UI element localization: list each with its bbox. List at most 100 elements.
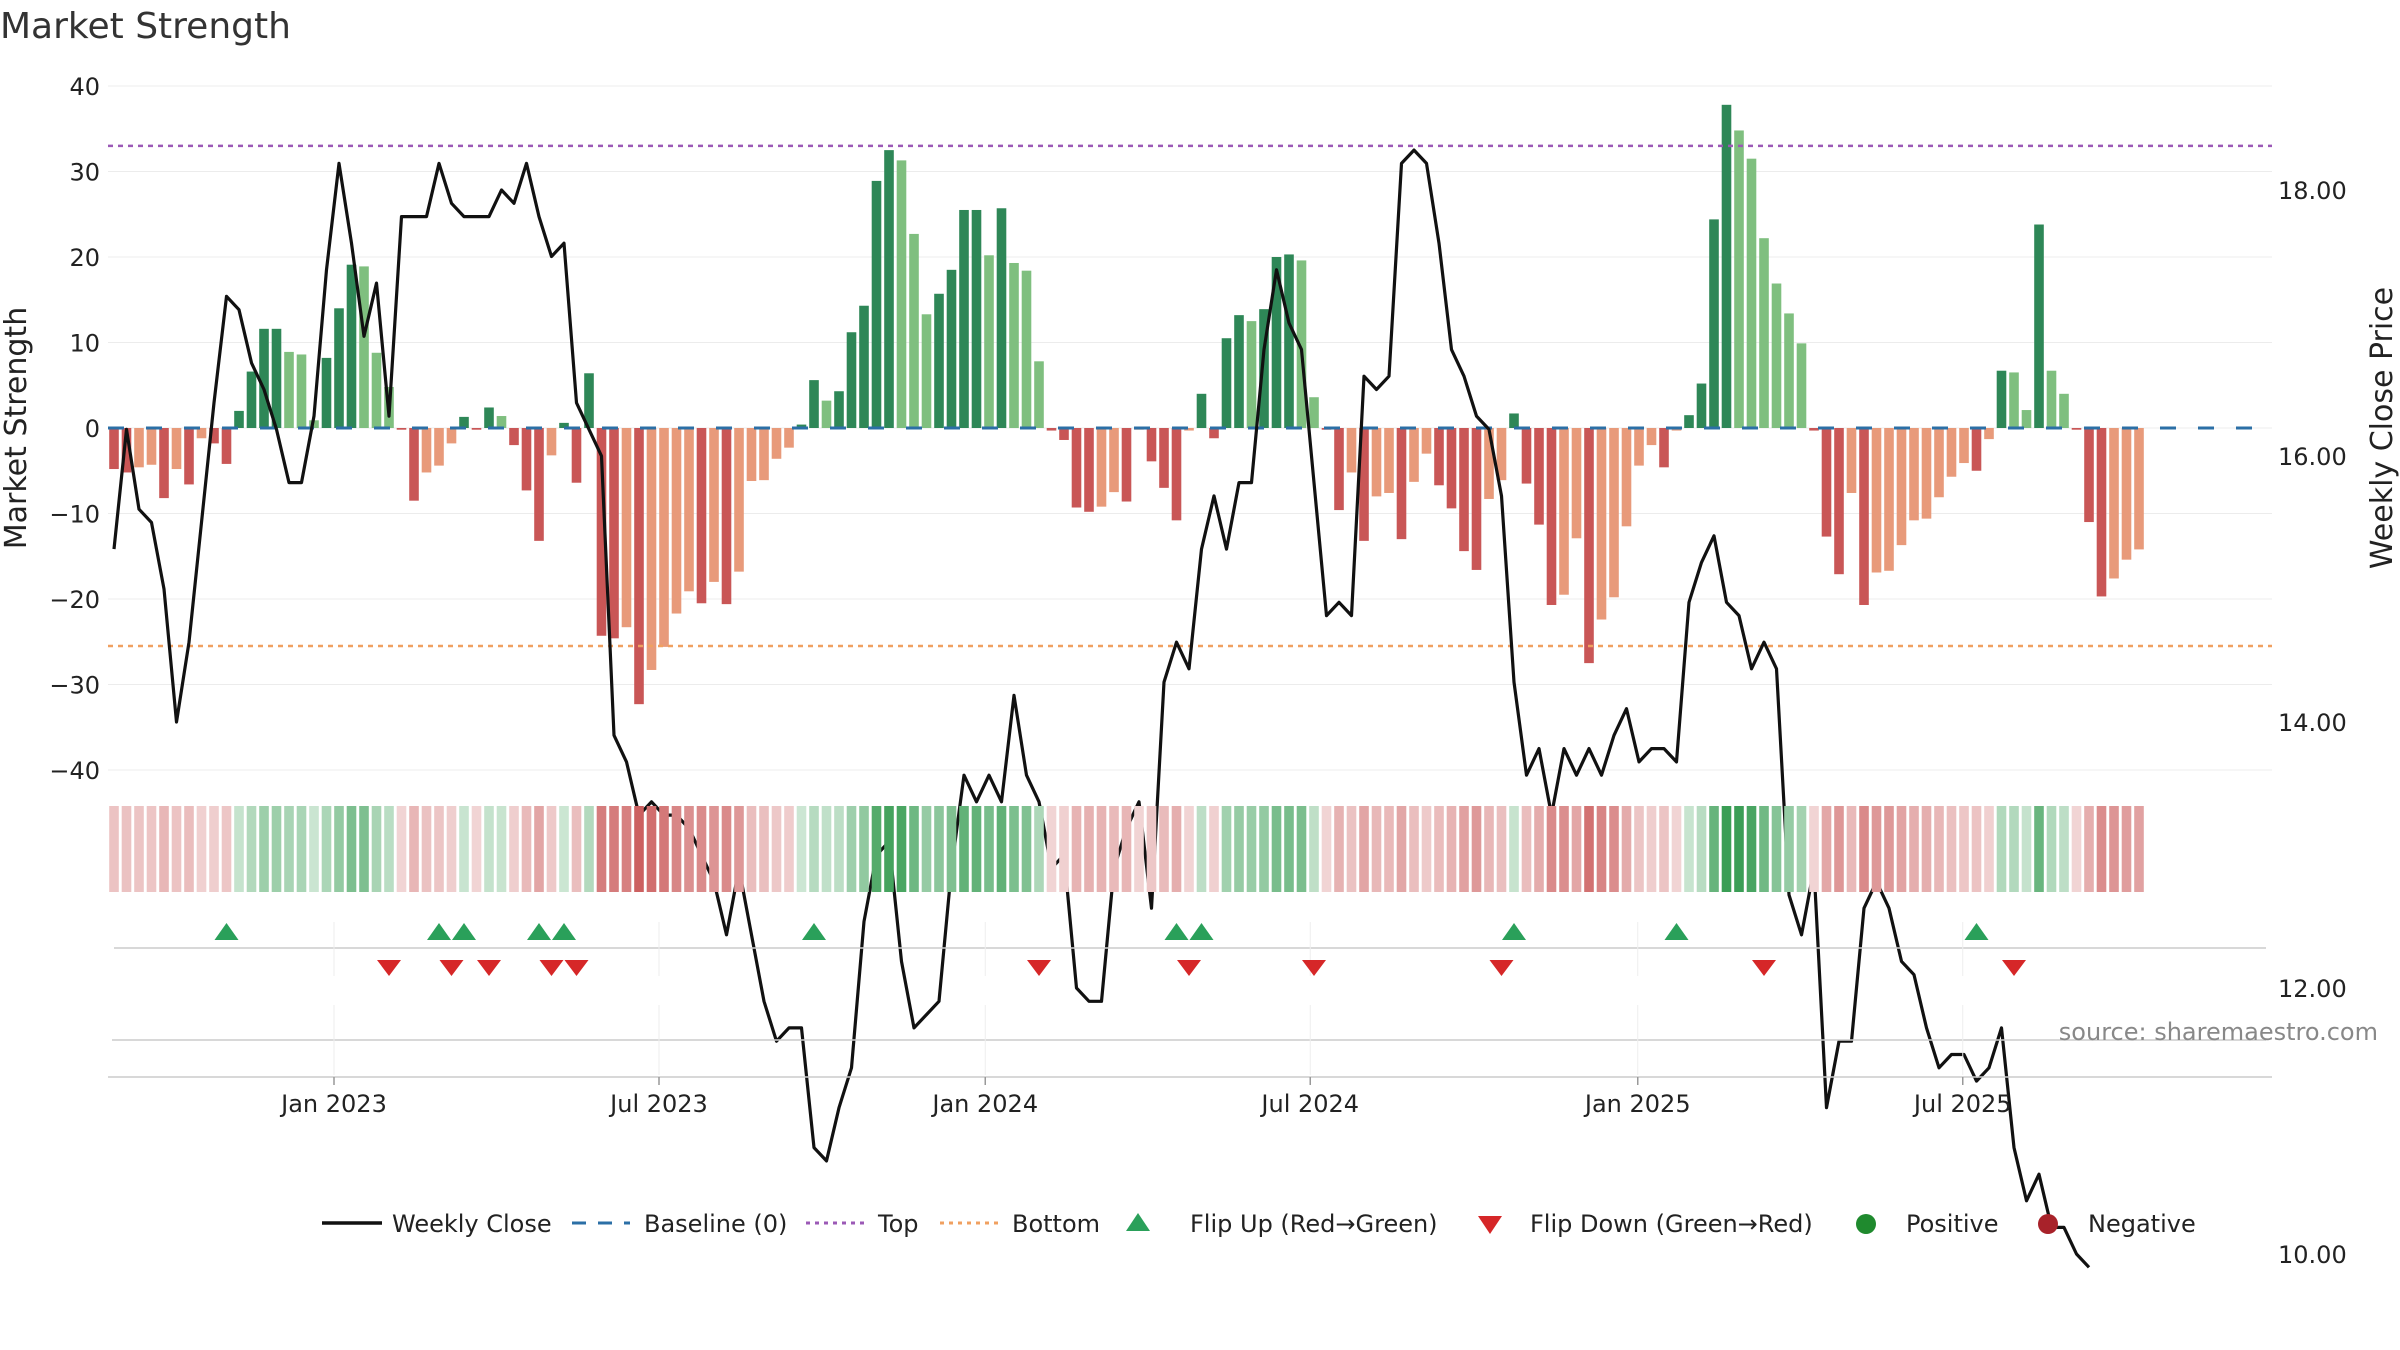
strength-bar [571, 428, 582, 483]
strength-bar [1709, 219, 1719, 428]
strength-bar [959, 209, 969, 428]
legend-flip-down-icon [1478, 1216, 1502, 1234]
flip-down-marker [1489, 960, 1514, 976]
strength-bar [1084, 428, 1094, 512]
strength-bar [346, 264, 357, 428]
strength-bar [434, 428, 444, 466]
strength-bar [259, 328, 269, 428]
strip-cell [884, 806, 894, 892]
strength-bar [109, 428, 119, 470]
strip-cell [734, 806, 744, 892]
strip-cell [184, 806, 194, 892]
flip-down-marker [477, 960, 501, 976]
strength-bar [209, 428, 219, 444]
legend-flip-up: Flip Up (Red→Green) [1190, 1210, 1438, 1238]
x-tick-label: Jul 2024 [1259, 1090, 1359, 1118]
strength-bar [1109, 428, 1119, 493]
flip-down-marker [2002, 960, 2026, 976]
strength-bar [896, 160, 907, 428]
strip-cell [609, 806, 619, 892]
legend-baseline: Baseline (0) [644, 1210, 787, 1238]
strength-bar [134, 428, 144, 468]
strength-bar [1434, 428, 1444, 486]
strength-bar [1571, 428, 1582, 539]
left-tick-label: 20 [69, 244, 100, 272]
strip-cell [1684, 806, 1694, 892]
strip-cell [1309, 806, 1319, 892]
flip-up-marker [214, 923, 239, 940]
strip-cell [1071, 806, 1082, 892]
flip-down-marker [539, 960, 564, 976]
strength-bar [1296, 260, 1307, 428]
strength-bar [2046, 370, 2057, 428]
flip-up-marker [552, 923, 576, 940]
strip-cell [1159, 806, 1169, 892]
strip-cell [1546, 806, 1557, 892]
strength-bar [821, 400, 832, 428]
strength-bar [1909, 428, 1919, 521]
strip-cell [1496, 806, 1507, 892]
strip-cell [796, 806, 807, 892]
strip-cell [634, 806, 644, 892]
strength-bar [221, 428, 232, 464]
strip-cell [996, 806, 1007, 892]
flip-down-marker [439, 960, 464, 976]
strip-cell [771, 806, 782, 892]
strip-cell [659, 806, 669, 892]
strength-bar [146, 428, 157, 465]
right-tick-label: 18.00 [2278, 177, 2347, 205]
strength-bar [359, 266, 369, 428]
strip-cell [784, 806, 794, 892]
strength-bar [271, 328, 282, 428]
strength-bar [1496, 428, 1507, 481]
strip-cell [496, 806, 507, 892]
strip-cell [434, 806, 444, 892]
strip-cell [1284, 806, 1294, 892]
strip-cell [1484, 806, 1494, 892]
strip-cell [1471, 806, 1482, 892]
strip-cell [1534, 806, 1544, 892]
strength-bar [121, 428, 132, 473]
strip-cell [846, 806, 857, 892]
strip-cell [2084, 806, 2094, 892]
strip-cell [671, 806, 682, 892]
left-tick-label: −10 [49, 501, 100, 529]
strength-bar [1071, 428, 1082, 508]
x-tick-label: Jul 2025 [1912, 1090, 2012, 1118]
strength-bar [1846, 428, 1857, 493]
strip-cell [2009, 806, 2019, 892]
strip-cell [721, 806, 732, 892]
strength-bar [484, 407, 494, 428]
strength-bar [421, 428, 432, 473]
strip-cell [1609, 806, 1619, 892]
strip-cell [1134, 806, 1144, 892]
left-tick-label: −20 [49, 586, 100, 614]
strip-cell [1209, 806, 1219, 892]
strip-cell [1784, 806, 1794, 892]
strength-bar [1884, 428, 1894, 571]
strength-bar [546, 428, 557, 456]
strength-bar [234, 410, 244, 428]
strength-bar [1959, 428, 1969, 464]
strength-bar [684, 428, 694, 592]
strip-cell [1184, 806, 1194, 892]
legend-positive: Positive [1906, 1210, 1999, 1238]
strip-cell [1871, 806, 1882, 892]
strength-bar [1509, 413, 1519, 428]
strength-bar [1696, 383, 1707, 428]
strength-bar [1784, 313, 1794, 428]
strength-bar [2134, 428, 2144, 550]
strip-cell [196, 806, 207, 892]
strip-cell [1621, 806, 1632, 892]
strip-cell [284, 806, 294, 892]
strip-cell [1596, 806, 1607, 892]
strength-bar [1559, 428, 1569, 595]
strip-cell [1509, 806, 1519, 892]
strength-bar [1246, 321, 1257, 428]
strip-cell [1259, 806, 1269, 892]
strength-bar [509, 428, 519, 446]
strip-cell [534, 806, 544, 892]
left-axis-ticks: 40 30 20 10 0 −10 −20 −30 −40 [49, 73, 100, 785]
strip-cell [1809, 806, 1819, 892]
strength-bar [634, 428, 644, 705]
